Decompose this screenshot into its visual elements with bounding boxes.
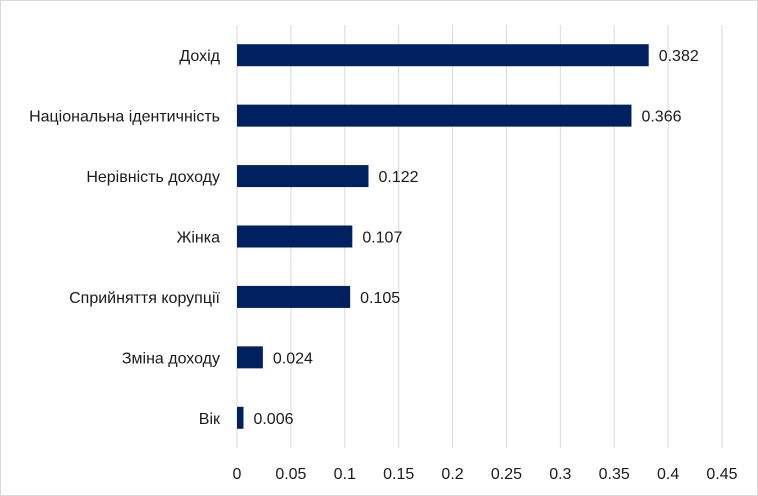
x-tick-label: 0.35 [599,466,630,483]
data-label: 0.006 [253,411,293,428]
bar [237,104,632,127]
category-label: Сприйняття корупції [69,290,220,307]
bar [237,44,649,67]
x-tick-label: 0.4 [657,466,679,483]
category-label: Нерівність доходу [86,169,220,186]
category-label: Жінка [177,230,221,247]
x-tick-label: 0.1 [334,466,356,483]
category-label: Дохід [179,48,220,65]
bar [237,225,353,248]
category-label: Вік [199,411,221,428]
data-label: 0.122 [378,169,418,186]
data-label: 0.366 [641,109,681,126]
data-label: 0.107 [362,230,402,247]
bar [237,285,351,308]
x-tick-label: 0 [233,466,242,483]
x-tick-label: 0.15 [383,466,414,483]
category-label: Національна ідентичність [29,109,220,126]
data-label: 0.105 [360,290,400,307]
x-tick-label: 0.45 [706,466,737,483]
x-tick-label: 0.3 [549,466,571,483]
category-label: Зміна доходу [122,350,220,367]
data-label: 0.024 [273,350,313,367]
x-tick-label: 0.05 [275,466,306,483]
bar [237,165,369,188]
data-label: 0.382 [659,48,699,65]
bar [237,346,263,369]
bar [237,406,244,429]
x-tick-label: 0.2 [441,466,463,483]
x-tick-label: 0.25 [491,466,522,483]
